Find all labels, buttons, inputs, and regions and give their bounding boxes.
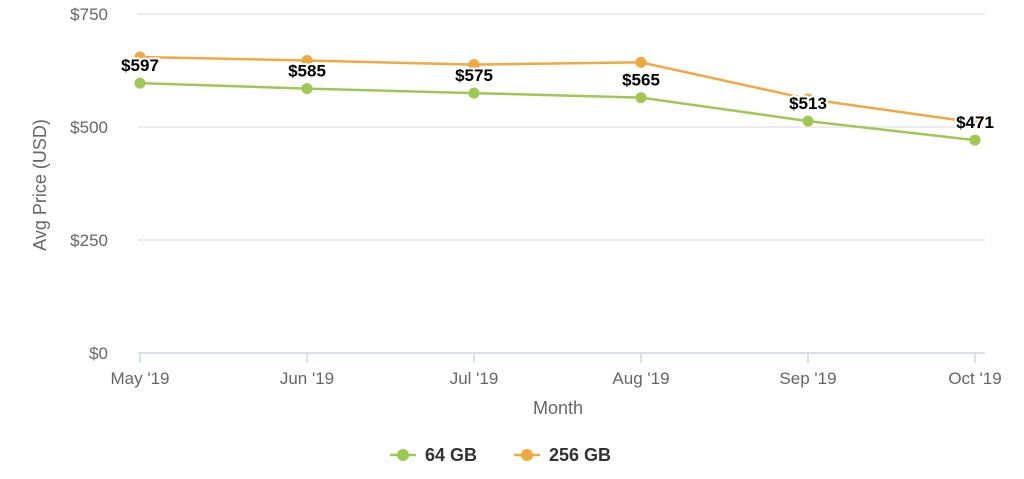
data-point [802,115,814,127]
data-label: $471 [956,113,994,132]
data-label: $513 [789,94,827,113]
series-lines [134,51,981,146]
legend-marker-0 [397,449,409,461]
axes: $0 $250 $500 $750 May '19 Jun '19 Jul '19 Aug '… [70,5,1001,388]
x-tick-label: Oct '19 [948,369,1001,388]
y-tick-label: $250 [70,231,108,250]
data-point [134,77,146,89]
y-axis-title: Avg Price (USD) [30,119,50,251]
data-label: $575 [455,66,493,85]
series-line-1 [139,55,976,124]
y-tick-label: $750 [70,5,108,24]
data-point [635,92,647,104]
x-tick-label: Sep '19 [779,369,836,388]
x-tick-label: May '19 [111,369,170,388]
legend: 64 GB 256 GB [390,445,611,465]
y-tick-label: $0 [89,344,108,363]
data-point [134,51,146,63]
data-point [969,116,981,128]
x-tick-label: Jul '19 [450,369,499,388]
data-point [969,134,981,146]
series-line-0 [139,81,976,142]
data-point [468,59,480,71]
x-axis-title: Month [533,398,583,418]
data-label: $597 [121,56,159,75]
data-point [301,83,313,95]
legend-item-label: 256 GB [549,445,611,465]
x-tick-label: Jun '19 [280,369,334,388]
data-label: $585 [288,62,326,81]
legend-item-label: 64 GB [425,445,477,465]
legend-marker-1 [521,449,533,461]
gridlines [138,13,985,241]
x-tick-label: Aug '19 [612,369,669,388]
data-labels: $597 $585 $575 $565 $513 $471 [119,54,996,134]
y-tick-label: $500 [70,118,108,137]
data-point [802,93,814,105]
data-point [635,56,647,68]
data-label: $565 [622,71,660,90]
data-point [468,87,480,99]
data-point [301,55,313,67]
